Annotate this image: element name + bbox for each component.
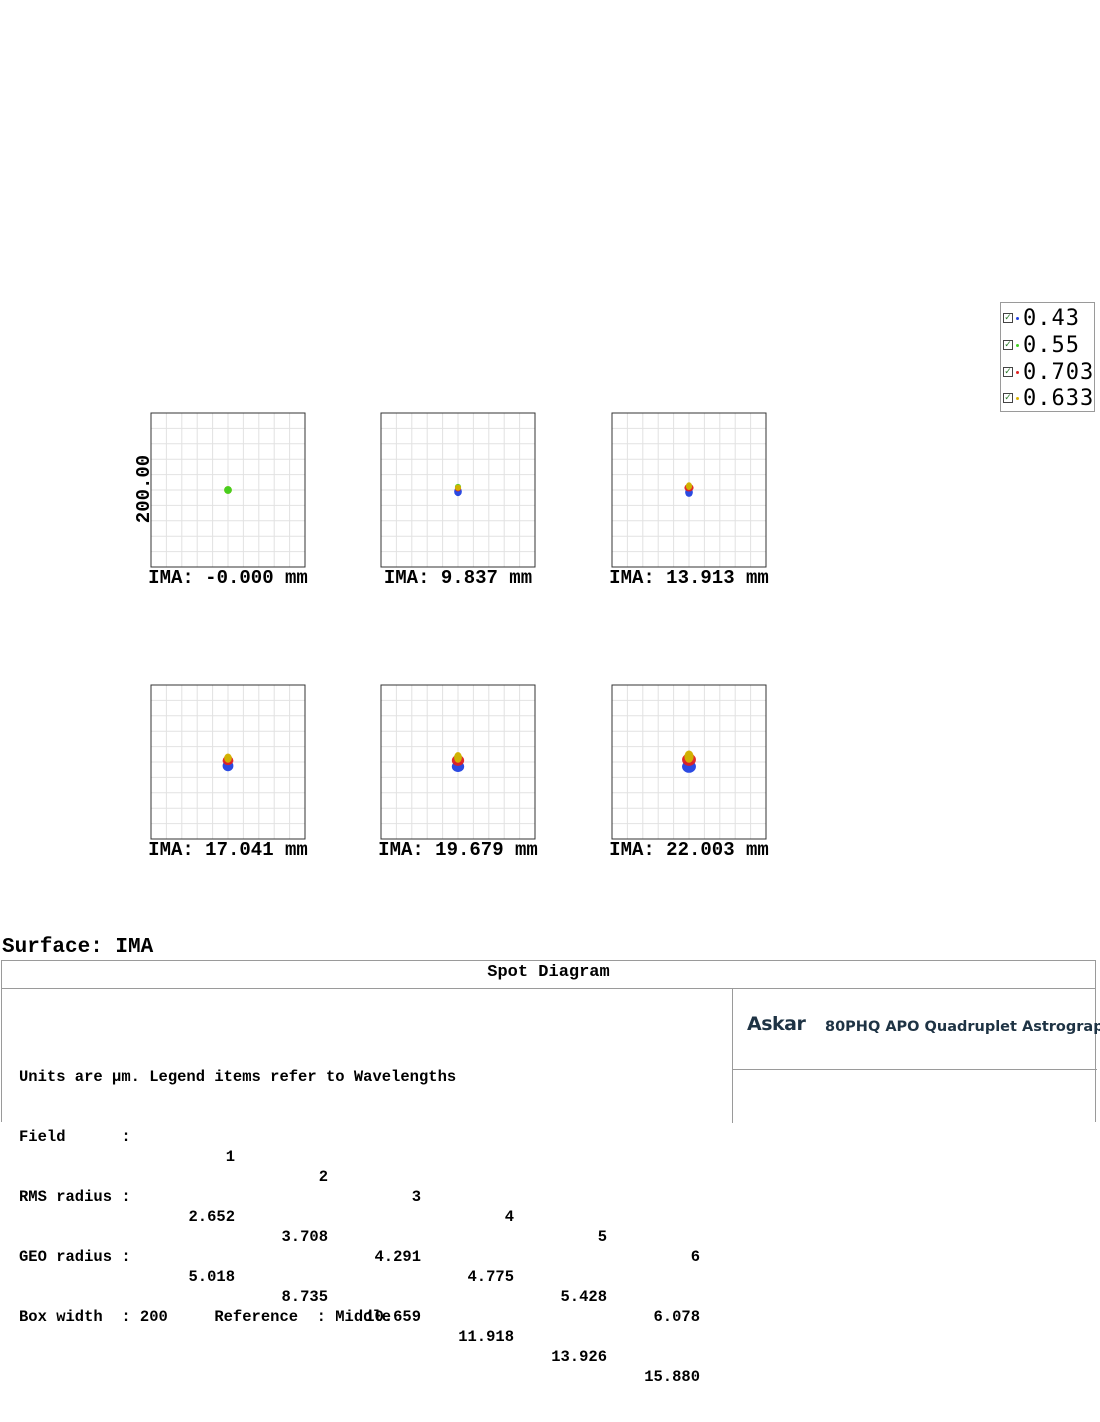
box-width-axis-label: 200.00 bbox=[133, 455, 155, 523]
geo-value: 15.880 bbox=[644, 1368, 700, 1386]
askar-logo: Askar bbox=[747, 1013, 806, 1035]
field-plot-1: IMA: -0.000 mm 200.00 bbox=[133, 412, 308, 589]
legend-checkbox-icon[interactable]: ✓ bbox=[1003, 393, 1013, 403]
brand-block: Askar 80PHQ APO Quadruplet Astrograph bbox=[747, 1013, 1100, 1035]
geo-value: 10.659 bbox=[365, 1308, 421, 1326]
field-label: IMA: 22.003 mm bbox=[609, 839, 769, 861]
rms-value: 2.652 bbox=[188, 1208, 235, 1226]
legend-checkbox-icon[interactable]: ✓ bbox=[1003, 367, 1013, 377]
spot-cluster bbox=[224, 753, 232, 763]
legend-marker-icon bbox=[1016, 317, 1019, 320]
field-label: IMA: 13.913 mm bbox=[609, 567, 769, 589]
rms-label: RMS radius : bbox=[19, 1188, 131, 1206]
spot-diagram-plots: IMA: -0.000 mm 200.00 IMA: 9.837 mm IMA: 13… bbox=[133, 412, 769, 861]
field-plot-6: IMA: 22.003 mm bbox=[609, 684, 769, 861]
legend-label: 0.633 bbox=[1023, 386, 1095, 411]
box-width-text: Box width : 200 Reference : Middle bbox=[19, 1308, 392, 1326]
field-plot-4: IMA: 17.041 mm bbox=[148, 684, 308, 861]
legend-item-1[interactable]: ✓ 0.43 bbox=[1001, 305, 1096, 331]
legend-marker-icon bbox=[1016, 371, 1019, 374]
spot-cluster bbox=[454, 751, 462, 763]
plot-frame bbox=[150, 684, 306, 840]
geo-value: 5.018 bbox=[188, 1268, 235, 1286]
plot-frame bbox=[611, 412, 767, 568]
legend-marker-icon bbox=[1016, 397, 1019, 400]
rms-row: RMS radius : 2.652 3.708 4.291 4.775 5.4… bbox=[19, 1167, 719, 1326]
spot-cluster bbox=[685, 482, 693, 490]
legend-item-2[interactable]: ✓ 0.55 bbox=[1001, 332, 1096, 358]
rms-value: 6.078 bbox=[653, 1308, 700, 1326]
plot-frame bbox=[611, 684, 767, 840]
legend-item-3[interactable]: ✓ 0.703 bbox=[1001, 359, 1096, 385]
field-number: 5 bbox=[597, 1228, 607, 1246]
product-title: 80PHQ APO Quadruplet Astrograph bbox=[825, 1019, 1100, 1035]
legend-checkbox-icon[interactable]: ✓ bbox=[1003, 340, 1013, 350]
legend-item-4[interactable]: ✓ 0.633 bbox=[1001, 385, 1096, 411]
panel-divider bbox=[733, 1069, 1097, 1070]
field-number: 1 bbox=[225, 1148, 235, 1166]
legend-checkbox-icon[interactable]: ✓ bbox=[1003, 313, 1013, 323]
field-label: IMA: 17.041 mm bbox=[148, 839, 308, 861]
statistics-block: Units are µm. Legend items refer to Wave… bbox=[19, 1007, 719, 1386]
field-plot-2: IMA: 9.837 mm bbox=[380, 412, 536, 589]
legend-label: 0.43 bbox=[1023, 306, 1080, 331]
plot-frame bbox=[150, 412, 306, 568]
spot-diagram-report: IMA: -0.000 mm 200.00 IMA: 9.837 mm IMA: 13… bbox=[0, 300, 1100, 1386]
field-row: Field : 1 2 3 4 5 6 bbox=[19, 1107, 719, 1266]
field-label: IMA: -0.000 mm bbox=[148, 567, 308, 589]
geo-label: GEO radius : bbox=[19, 1248, 131, 1266]
field-label: IMA: 19.679 mm bbox=[378, 839, 538, 861]
box-width-row: Box width : 200 Reference : Middle bbox=[19, 1287, 719, 1326]
units-line: Units are µm. Legend items refer to Wave… bbox=[19, 1047, 719, 1086]
geo-value: 8.735 bbox=[281, 1288, 328, 1306]
legend-marker-icon bbox=[1016, 344, 1019, 347]
spot-diagram-title: Spot Diagram bbox=[2, 961, 1095, 989]
field-plot-5: IMA: 19.679 mm bbox=[378, 684, 538, 861]
rms-value: 3.708 bbox=[281, 1228, 328, 1246]
field-number: 3 bbox=[411, 1188, 421, 1206]
rms-value: 4.291 bbox=[374, 1248, 421, 1266]
field-number: 2 bbox=[318, 1168, 328, 1186]
legend-label: 0.55 bbox=[1023, 333, 1080, 358]
field-plot-3: IMA: 13.913 mm bbox=[609, 412, 769, 589]
field-number: 6 bbox=[690, 1248, 700, 1266]
plot-frame bbox=[380, 684, 536, 840]
spot-cluster bbox=[224, 486, 232, 494]
units-text: Units are µm. Legend items refer to Wave… bbox=[19, 1068, 457, 1086]
legend-label: 0.703 bbox=[1023, 360, 1095, 385]
field-label: Field : bbox=[19, 1128, 131, 1146]
spot-cluster bbox=[684, 750, 694, 763]
geo-value: 11.918 bbox=[458, 1328, 514, 1346]
field-number: 4 bbox=[504, 1208, 514, 1226]
geo-row: GEO radius : 5.018 8.735 10.659 11.918 1… bbox=[19, 1227, 719, 1386]
wavelength-legend: ✓ 0.43 ✓ 0.55 ✓ 0.703 ✓ 0.633 bbox=[1000, 302, 1095, 412]
plot-frame bbox=[380, 412, 536, 568]
info-panel: Spot Diagram Units are µm. Legend items … bbox=[1, 960, 1100, 1386]
rms-value: 4.775 bbox=[467, 1268, 514, 1286]
panel-divider bbox=[732, 989, 733, 1123]
spot-cluster bbox=[454, 484, 462, 491]
rms-value: 5.428 bbox=[560, 1288, 607, 1306]
surface-label: Surface: IMA bbox=[2, 936, 154, 959]
geo-value: 13.926 bbox=[551, 1348, 607, 1366]
field-label: IMA: 9.837 mm bbox=[384, 567, 532, 589]
